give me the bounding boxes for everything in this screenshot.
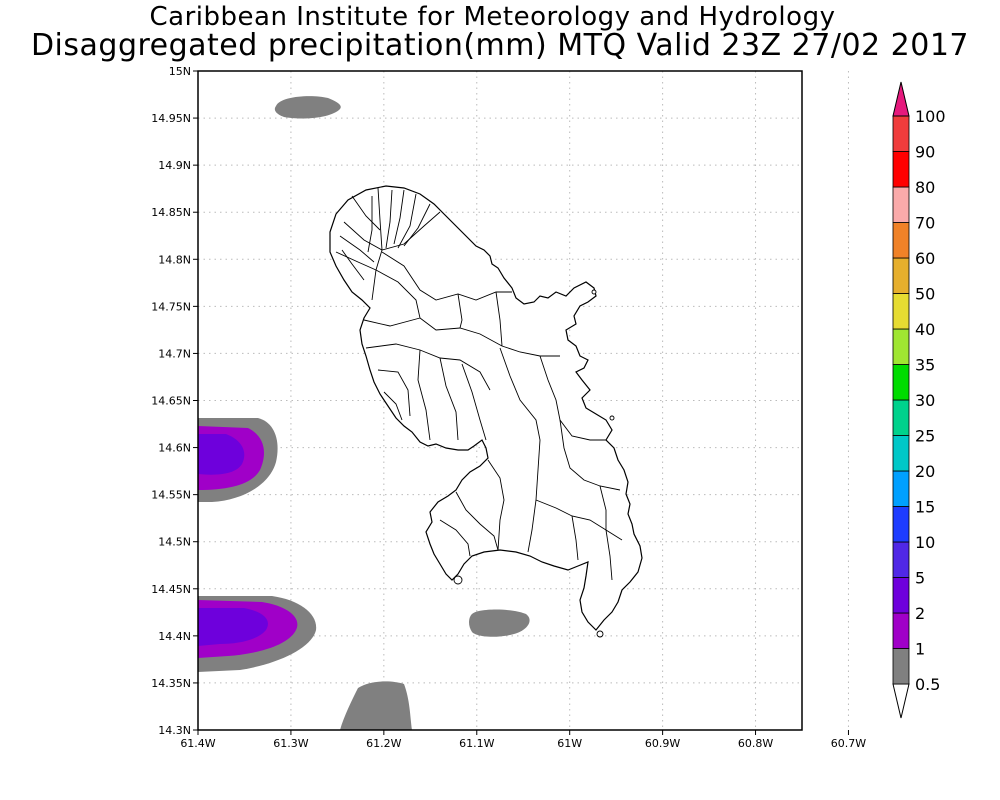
x-tick-label: 60.9W: [645, 737, 680, 750]
x-tick-label: 61.3W: [273, 737, 308, 750]
y-tick-label: 14.55N: [151, 489, 191, 502]
precipitation-areas: [198, 96, 530, 730]
y-tick-label: 14.9N: [158, 159, 191, 172]
colorbar-swatch: [892, 115, 910, 152]
colorbar-label: 60: [915, 249, 935, 268]
colorbar-swatch: [892, 257, 910, 294]
y-tick-label: 14.8N: [158, 253, 191, 266]
y-tick-label: 14.6N: [158, 442, 191, 455]
x-tick-label: 61.2W: [366, 737, 401, 750]
colorbar-label: 2: [915, 604, 925, 623]
map-frame: [197, 70, 803, 731]
precip-area-north: [274, 96, 341, 119]
title-line-2: Disaggregated precipitation(mm) MTQ Vali…: [30, 28, 970, 63]
x-tick-label: 60.8W: [738, 737, 773, 750]
colorbar-label: 1: [915, 640, 925, 659]
precip-area-south-west: [198, 596, 317, 672]
x-tick-label: 61.4W: [180, 737, 215, 750]
colorbar-swatch: [892, 541, 910, 578]
title-line-1: Caribbean Institute for Meteorology and …: [149, 2, 836, 32]
colorbar-swatch: [892, 435, 910, 472]
y-tick-label: 14.75N: [151, 300, 191, 313]
y-tick-label: 14.5N: [158, 536, 191, 549]
colorbar-label: 5: [915, 569, 925, 588]
y-tick-label: 14.65N: [151, 395, 191, 408]
colorbar-swatch: [892, 186, 910, 223]
colorbar-swatch: [892, 293, 910, 330]
martinique-island: [329, 185, 643, 631]
colorbar-swatch: [892, 612, 910, 649]
colorbar-swatch: [892, 399, 910, 436]
colorbar-label: 90: [915, 143, 935, 162]
x-tick-label: 61.1W: [459, 737, 494, 750]
x-tick-label: 61W: [557, 737, 582, 750]
x-tick-label: 60.7W: [831, 737, 866, 750]
colorbar-label: 50: [915, 285, 935, 304]
y-tick-label: 14.85N: [151, 206, 191, 219]
precip-area-west-central: [198, 418, 278, 502]
y-tick-label: 14.4N: [158, 630, 191, 643]
colorbar-label: 40: [915, 320, 935, 339]
colorbar-label: 0.5: [915, 675, 940, 694]
colorbar-label: 80: [915, 178, 935, 197]
colorbar-overflow-triangle: [892, 81, 910, 117]
y-tick-label: 15N: [169, 65, 191, 78]
colorbar-swatch: [892, 577, 910, 614]
small-islets: [453, 289, 615, 638]
y-tick-label: 14.95N: [151, 112, 191, 125]
colorbar-label: 30: [915, 391, 935, 410]
colorbar-underflow-triangle: [892, 683, 910, 719]
colorbar-swatch: [892, 364, 910, 401]
colorbar-label: 25: [915, 427, 935, 446]
colorbar-label: 10: [915, 533, 935, 552]
colorbar-label: 20: [915, 462, 935, 481]
colorbar-swatch: [892, 506, 910, 543]
colorbar-swatch: [892, 151, 910, 188]
colorbar-label: 100: [915, 107, 946, 126]
precip-area-south: [340, 681, 412, 730]
y-tick-label: 14.3N: [158, 724, 191, 737]
colorbar-label: 35: [915, 356, 935, 375]
colorbar-swatch: [892, 470, 910, 507]
island-interior-boundaries: [335, 187, 623, 581]
colorbar-label: 15: [915, 498, 935, 517]
colorbar-label: 70: [915, 214, 935, 233]
y-tick-label: 14.7N: [158, 347, 191, 360]
colorbar-swatch: [892, 648, 910, 685]
colorbar-swatch: [892, 222, 910, 259]
colorbar-swatch: [892, 328, 910, 365]
precip-area-east: [469, 609, 530, 637]
y-tick-label: 14.35N: [151, 677, 191, 690]
y-tick-label: 14.45N: [151, 583, 191, 596]
map-axes: 61.4W 61.3W 61.2W 61.1W 61W 60.9W 60.8W 60.7W 14…: [151, 65, 866, 750]
